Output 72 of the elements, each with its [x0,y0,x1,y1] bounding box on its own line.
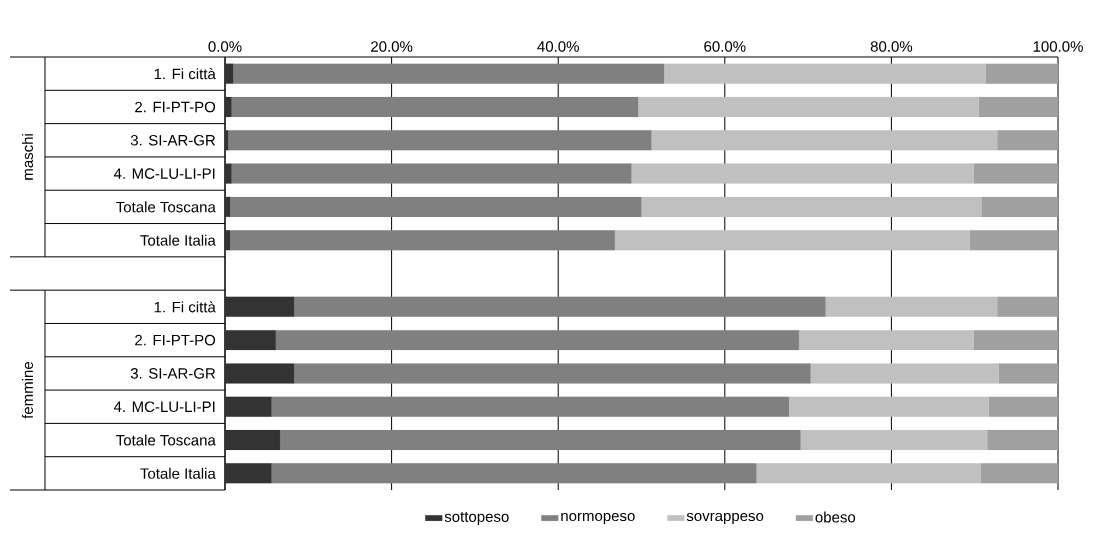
bar [224,429,281,451]
x-tick-label: 60.0% [704,41,746,52]
bar [985,63,1059,84]
bar [641,196,982,217]
y-tick-label: 4. MC-LU-LI-PI [113,401,215,413]
x-tick-label: 0.0% [208,41,242,52]
bar [294,296,826,317]
bar [969,230,1059,251]
bar [275,330,800,351]
bar [663,63,986,84]
text: femmine [21,362,33,419]
bar [224,296,295,317]
bar [631,163,974,184]
bar [224,196,231,217]
bar [224,396,272,417]
bar [638,96,979,118]
bar [614,230,970,251]
bar [998,363,1059,384]
bar [224,230,231,251]
bar [229,230,615,251]
bar [651,130,998,151]
bar [224,63,234,84]
y-tick-label: 4. MC-LU-LI-PI [113,168,215,179]
bar [978,96,1059,118]
legend-label: obeso [815,511,856,523]
bar [997,296,1059,317]
bar [810,363,999,384]
bar [231,163,632,184]
bar [788,396,989,417]
y-tick-label: 2. FI-PT-PO [135,101,216,113]
bar [271,463,757,484]
bar [224,96,232,118]
bar [229,196,642,217]
x-tick-label: 40.0% [537,41,579,52]
bar [973,330,1059,351]
bar [987,429,1059,451]
bar [294,363,811,384]
bar [224,363,295,384]
bar [224,163,232,184]
x-tick-label: 80.0% [870,41,913,52]
bar [231,96,639,118]
text: maschi [21,134,33,180]
legend-label: sottopeso [444,512,509,525]
legend-label: normopeso [561,512,635,525]
bar [980,463,1059,484]
bar [798,330,974,351]
bar [997,130,1059,151]
legend-label: sovrappeso [686,512,764,525]
y-tick-label: Totale Toscana [116,201,216,213]
bar [981,196,1059,217]
bar [271,396,790,417]
bar [224,330,276,351]
bar [800,429,988,451]
y-tick-label: 1. Fi città [154,68,216,80]
y-tick-label: 2. FI-PT-PO [135,334,216,346]
bar [279,429,801,451]
y-tick-label: 1. Fi città [154,301,216,313]
y-tick-label: 3. SI-AR-GR [130,368,216,379]
bar [228,130,652,151]
bar [224,130,229,151]
bar [756,463,981,484]
bar [825,296,998,317]
bar [973,163,1059,184]
y-tick-label: Totale Italia [140,467,216,479]
y-tick-label: Totale Italia [140,234,216,246]
y-tick-label: Totale Toscana [116,434,216,446]
y-tick-label: 3. SI-AR-GR [130,134,216,146]
bar [233,63,665,84]
bar [224,463,272,484]
x-tick-label: 100.0% [1033,41,1083,52]
x-tick-label: 20.0% [371,41,413,52]
bar [988,396,1059,417]
